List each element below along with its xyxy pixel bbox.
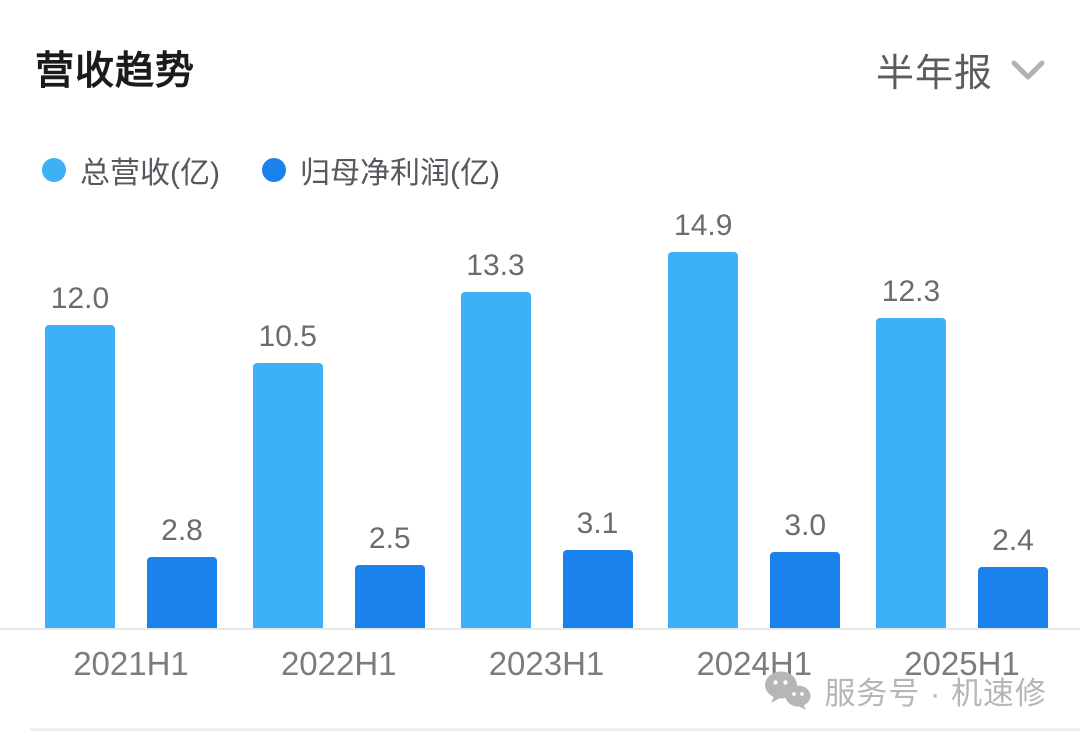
legend-item-total-revenue[interactable]: 总营收(亿) bbox=[42, 148, 220, 192]
x-axis-label-2023H1: 2023H1 bbox=[488, 645, 605, 682]
bar-column: 2.5 bbox=[354, 521, 425, 628]
bar-group-2025H1: 12.3 2.4 bbox=[876, 275, 1048, 628]
bar-value-label: 12.3 bbox=[881, 274, 941, 308]
bar-归母净利润(亿)-2024H1[interactable] bbox=[770, 552, 841, 628]
bar-column: 2.4 bbox=[978, 524, 1048, 628]
bar-总营收(亿)-2022H1[interactable] bbox=[252, 363, 323, 628]
legend-dot-icon bbox=[261, 158, 286, 182]
x-axis-label-2021H1: 2021H1 bbox=[73, 645, 189, 682]
period-dropdown[interactable]: 半年报 bbox=[876, 42, 1047, 97]
bar-总营收(亿)-2025H1[interactable] bbox=[876, 317, 946, 628]
chevron-down-icon bbox=[1011, 60, 1045, 79]
legend-label: 总营收(亿) bbox=[80, 157, 220, 190]
bottom-divider bbox=[30, 728, 1080, 731]
x-axis-label-2025H1: 2025H1 bbox=[904, 645, 1020, 682]
page-title: 营收趋势 bbox=[35, 50, 196, 93]
bar-value-label: 2.4 bbox=[992, 524, 1034, 558]
legend: 总营收(亿) 归母净利润(亿) bbox=[42, 148, 500, 192]
bar-column: 12.0 bbox=[45, 282, 115, 628]
x-axis-label-2022H1: 2022H1 bbox=[280, 645, 397, 682]
bar-value-label: 3.0 bbox=[784, 509, 827, 543]
bar-value-label: 10.5 bbox=[258, 320, 317, 353]
bar-column: 13.3 bbox=[460, 249, 531, 628]
bar-归母净利润(亿)-2022H1[interactable] bbox=[354, 564, 425, 628]
x-axis-labels: 2021H1 2022H1 2023H1 2024H1 2025H1 bbox=[45, 645, 1048, 683]
bar-column: 12.3 bbox=[876, 275, 946, 628]
bar-归母净利润(亿)-2023H1[interactable] bbox=[562, 549, 633, 628]
bar-group-2021H1: 12.0 2.8 bbox=[45, 282, 217, 628]
bar-column: 3.0 bbox=[770, 509, 841, 628]
bar-value-label: 13.3 bbox=[466, 249, 525, 283]
bar-column: 14.9 bbox=[668, 209, 739, 628]
bar-value-label: 12.0 bbox=[50, 282, 110, 316]
bar-总营收(亿)-2024H1[interactable] bbox=[668, 252, 739, 628]
bar-value-label: 2.5 bbox=[368, 521, 411, 555]
bar-column: 2.8 bbox=[147, 514, 217, 628]
bar-group-2022H1: 10.5 2.5 bbox=[252, 320, 425, 628]
legend-item-net-profit[interactable]: 归母净利润(亿) bbox=[261, 148, 500, 192]
plot-area: 12.0 2.8 10.5 2.5 13.3 3.1 14.9 3.0 12.3 2.4 bbox=[45, 208, 1048, 628]
bar-归母净利润(亿)-2021H1[interactable] bbox=[147, 557, 217, 628]
legend-label: 归母净利润(亿) bbox=[299, 157, 500, 190]
x-axis-baseline bbox=[0, 628, 1080, 630]
bar-value-label: 14.9 bbox=[674, 209, 733, 242]
bar-group-2023H1: 13.3 3.1 bbox=[460, 249, 633, 628]
bar-column: 10.5 bbox=[252, 320, 323, 628]
period-dropdown-label: 半年报 bbox=[875, 53, 993, 95]
bar-group-2024H1: 14.9 3.0 bbox=[668, 209, 841, 628]
legend-dot-icon bbox=[42, 158, 66, 182]
bar-归母净利润(亿)-2025H1[interactable] bbox=[978, 567, 1048, 628]
bar-总营收(亿)-2021H1[interactable] bbox=[45, 325, 115, 628]
bar-column: 3.1 bbox=[562, 506, 633, 628]
bar-value-label: 3.1 bbox=[576, 506, 619, 540]
bar-value-label: 2.8 bbox=[161, 514, 203, 548]
x-axis-label-2024H1: 2024H1 bbox=[696, 645, 813, 682]
bar-总营收(亿)-2023H1[interactable] bbox=[460, 292, 531, 628]
